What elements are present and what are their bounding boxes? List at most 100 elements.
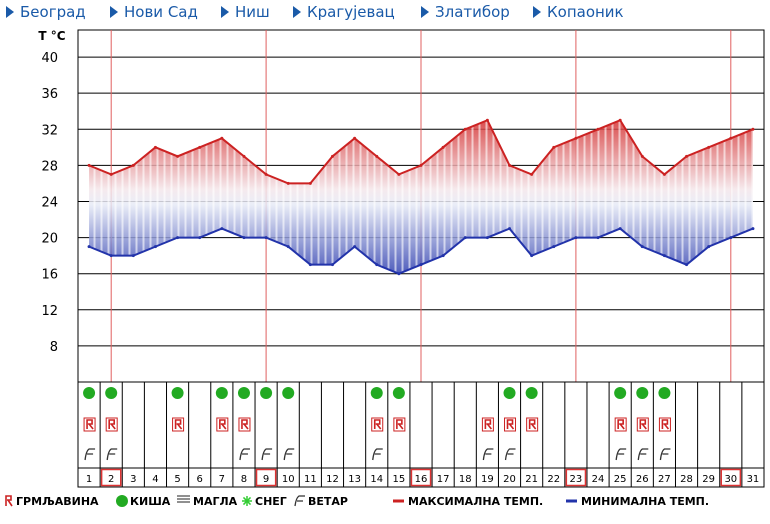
y-tick-label: 40 [41,51,58,66]
data-point-min-day-23 [574,236,578,240]
x-tick-label: 22 [547,474,560,485]
data-point-max-day-24 [596,127,600,131]
nav-link-nis[interactable]: Ниш [221,2,270,22]
data-point-min-day-18 [463,236,467,240]
y-tick-label: 28 [41,159,58,174]
data-point-max-day-4 [153,145,157,149]
arrow-right-icon [421,6,429,18]
rain-icon [105,387,118,399]
day-highlight-box [565,468,587,487]
thunderstorm-icon [105,417,118,432]
wind-icon [261,448,273,461]
x-tick-label: 20 [503,474,516,485]
thunderstorm-icon [238,417,251,432]
rain-icon [83,387,96,399]
data-point-max-day-14 [375,154,379,158]
data-point-max-day-29 [707,145,711,149]
data-point-max-day-15 [397,172,401,176]
nav-link-novi-sad[interactable]: Нови Сад [110,2,198,22]
wind-icon [283,448,295,461]
nav-link-beograd[interactable]: Београд [6,2,86,22]
x-tick-label: 23 [570,474,583,485]
y-tick-label: 16 [41,268,58,283]
legend-label-min: МИНИМАЛНА ТЕМП. [581,495,709,508]
wind-icon [106,448,118,461]
data-point-max-day-30 [729,136,733,140]
x-tick-label: 26 [636,474,649,485]
x-tick-label: 15 [393,474,406,485]
data-point-min-day-14 [375,263,379,267]
arrow-right-icon [221,6,229,18]
x-axis: 1 2 3 4 5 6 7 8 9 10 11 12 13 14 15 16 17 18 19 20 21 22 23 24 2… [86,468,759,487]
nav-link-kragujevac[interactable]: Крагујевац [293,2,395,22]
data-point-max-day-17 [441,145,445,149]
legend-snow-icon [242,496,252,506]
data-point-max-day-28 [685,154,689,158]
legend-storm-icon [5,495,13,507]
x-tick-label: 25 [614,474,627,485]
data-point-min-day-2 [109,254,113,258]
x-tick-label: 14 [370,474,383,485]
thunderstorm-icon [481,417,494,432]
y-axis: 8 12 16 20 24 28 32 36 40 [41,51,58,355]
x-tick-label: 16 [415,474,428,485]
legend-label-snow: СНЕГ [255,495,287,508]
x-tick-label: 28 [680,474,693,485]
rain-icon [503,387,516,399]
data-point-max-day-13 [353,136,357,140]
data-point-max-day-6 [198,145,202,149]
arrow-right-icon [293,6,301,18]
legend: ГРМЉАВИНА КИША МАГЛА СНЕГ ВЕТАР МАКСИМАЛНА ТЕ… [5,495,709,508]
x-tick-label: 19 [481,474,494,485]
wind-icon [504,448,516,461]
data-point-min-day-28 [685,263,689,267]
legend-label-storm: ГРМЉАВИНА [16,495,99,508]
thunderstorm-icon [636,417,649,432]
data-point-max-day-26 [640,154,644,158]
nav-link-kopaonik[interactable]: Копаоник [533,2,624,22]
legend-rain-icon [116,495,128,507]
legend-label-rain: КИША [130,495,171,508]
nav-link-label: Крагујевац [307,3,395,21]
thunderstorm-icon [526,417,539,432]
wind-icon [84,448,96,461]
data-point-min-day-5 [176,236,180,240]
data-point-max-day-20 [508,163,512,167]
thunderstorm-icon [504,417,517,432]
data-point-min-day-9 [264,236,268,240]
data-point-max-day-22 [552,145,556,149]
data-point-min-day-22 [552,245,556,249]
x-tick-label: 27 [658,474,671,485]
data-point-max-day-2 [109,172,113,176]
nav-link-label: Нови Сад [124,3,198,21]
legend-fog-icon [177,495,190,503]
y-tick-label: 12 [41,304,58,319]
data-point-max-day-16 [419,163,423,167]
x-tick-label: 8 [241,474,247,485]
x-tick-label: 4 [152,474,158,485]
data-point-max-day-1 [87,163,91,167]
data-point-max-day-27 [662,172,666,176]
data-point-min-day-10 [286,245,290,249]
y-tick-label: 32 [41,123,58,138]
day-highlight-box [410,468,432,487]
thunderstorm-icon [172,417,185,432]
y-tick-label: 24 [41,195,58,210]
data-point-max-day-9 [264,172,268,176]
rain-icon [282,387,295,399]
data-point-min-day-27 [662,254,666,258]
x-tick-label: 24 [592,474,605,485]
nav-link-zlatibor[interactable]: Златибор [421,2,510,22]
data-point-min-day-8 [242,236,246,240]
rain-icon [525,387,538,399]
data-point-min-day-17 [441,254,445,258]
data-point-min-day-4 [153,245,157,249]
x-tick-label: 13 [348,474,361,485]
y-axis-label: T °C [38,29,65,43]
y-tick-label: 36 [41,87,58,102]
nav-link-label: Ниш [235,3,270,21]
wind-icon [372,448,383,461]
thunderstorm-icon [216,417,229,432]
data-point-min-day-12 [330,263,334,267]
